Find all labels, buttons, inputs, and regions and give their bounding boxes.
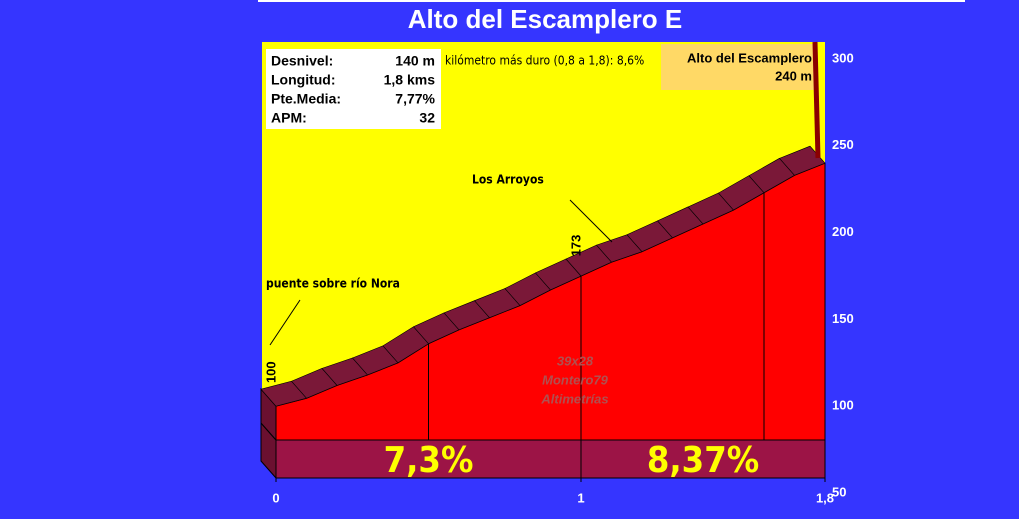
plot — [260, 145, 826, 480]
place-label: Los Arroyos — [472, 173, 544, 187]
leader-line — [569, 199, 613, 243]
y-tick-label: 200 — [832, 224, 854, 239]
y-tick-label: 250 — [832, 137, 854, 152]
summit-elevation: 240 m — [775, 68, 812, 83]
info-value: 7,77% — [395, 91, 435, 107]
y-tick-label: 100 — [832, 398, 854, 413]
info-value: 1,8 kms — [384, 72, 436, 88]
place-label: puente sobre río Nora — [266, 277, 400, 291]
x-tick-label: 1 — [577, 490, 584, 505]
info-label: APM: — [271, 110, 307, 126]
summit-box — [661, 44, 816, 90]
credit: 39x28 — [557, 353, 594, 368]
summit-name: Alto del Escamplero — [687, 50, 812, 65]
info-label: Desnivel: — [271, 53, 333, 69]
y-tick-label: 150 — [832, 311, 854, 326]
x-tick-label: 0 — [272, 490, 279, 505]
info-label: Pte.Media: — [271, 91, 341, 107]
elevation-label: 173 — [568, 235, 583, 257]
info-label: Longitud: — [271, 72, 336, 88]
info-box — [266, 49, 441, 129]
hardest-km: kilómetro más duro (0,8 a 1,8): 8,6% — [445, 54, 644, 68]
chart-title: Alto del Escamplero E — [408, 4, 683, 34]
credit: Altimetrías — [540, 391, 608, 406]
profile-top — [778, 145, 826, 176]
elevation-label: 100 — [263, 361, 278, 383]
segment-gradient: 8,37% — [647, 440, 759, 481]
info-value: 140 m — [395, 53, 435, 69]
credit: Montero79 — [542, 372, 609, 387]
x-tick-label: 1,8 — [816, 490, 834, 505]
base-band — [275, 439, 826, 479]
y-tick-label: 50 — [832, 484, 846, 499]
segment-gradient: 7,3% — [384, 440, 474, 481]
leader-line — [269, 299, 301, 346]
info-value: 32 — [419, 110, 435, 126]
summit-pole — [812, 41, 821, 159]
y-tick-label: 300 — [832, 50, 854, 65]
